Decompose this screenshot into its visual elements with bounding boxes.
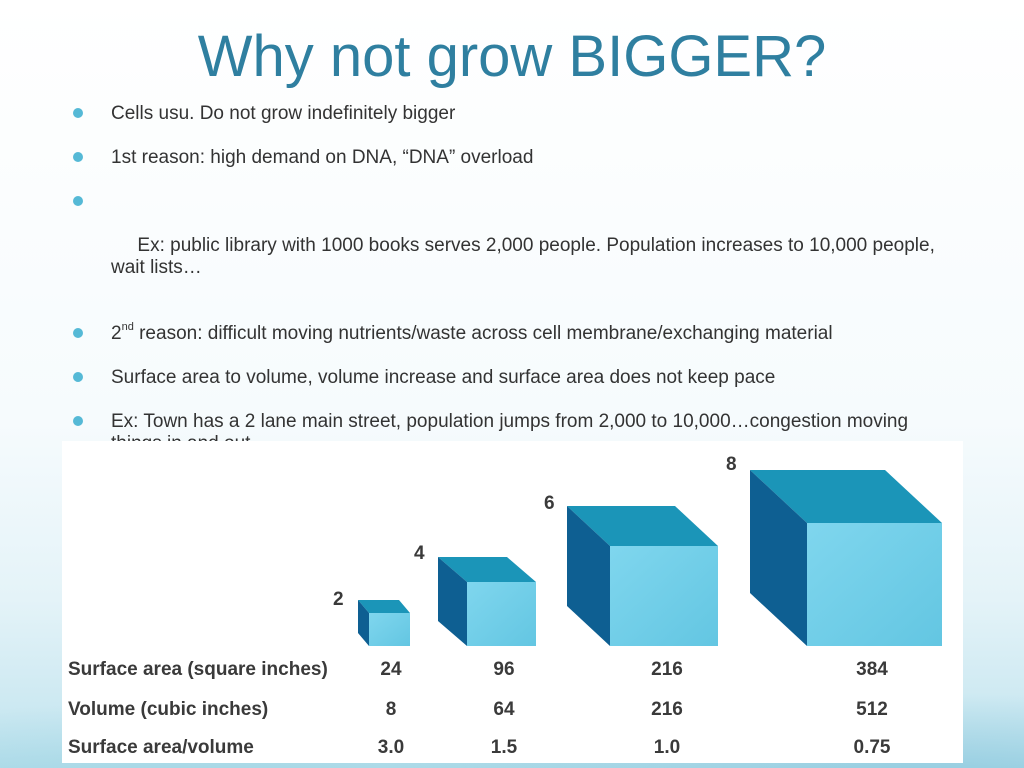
row-label-volume: Volume (cubic inches) [68, 699, 269, 720]
bullet-list: Cells usu. Do not grow indefinitely bigg… [72, 103, 952, 477]
cube-figure: 2 4 6 8 Surface area (square inches) 24 … [62, 441, 963, 763]
table-cell: 0.75 [853, 737, 891, 758]
cube-8 [750, 470, 942, 646]
cubes-illustration [358, 470, 942, 646]
table-cell: 216 [651, 699, 683, 720]
table-cell: 24 [380, 659, 402, 680]
bullet-item: 1st reason: high demand on DNA, “DNA” ov… [72, 147, 952, 169]
slide-title: Why not grow BIGGER? [197, 24, 827, 89]
cube-4 [438, 557, 536, 646]
bullet-prefix: 2 [111, 323, 122, 344]
bullet-text: Cells usu. Do not grow indefinitely bigg… [111, 103, 456, 124]
table-cell: 8 [385, 699, 397, 720]
cube-label: 4 [414, 543, 425, 564]
cube-label: 8 [726, 454, 737, 475]
row-label-ratio: Surface area/volume [68, 737, 254, 758]
cube-label: 6 [544, 493, 555, 514]
table-cell: 3.0 [377, 737, 405, 758]
table-cell: 384 [856, 659, 888, 680]
bullet-item: Cells usu. Do not grow indefinitely bigg… [72, 103, 952, 125]
bullet-text: 1st reason: high demand on DNA, “DNA” ov… [111, 147, 534, 168]
bullet-text: reason: difficult moving nutrients/waste… [133, 323, 833, 344]
bullet-dot-icon [73, 108, 83, 118]
table-cell: 64 [493, 699, 515, 720]
bullet-dot-icon [73, 372, 83, 382]
table-cell: 96 [493, 659, 515, 680]
cube-label: 2 [333, 589, 344, 610]
table-cell: 1.0 [653, 737, 681, 758]
row-label-surface-area: Surface area (square inches) [68, 659, 328, 680]
bullet-dot-icon [73, 416, 83, 426]
cube-6 [567, 506, 718, 646]
bullet-text: Surface area to volume, volume increase … [111, 367, 776, 388]
bullet-dot-icon [73, 152, 83, 162]
bullet-text: Ex: public library with 1000 books serve… [111, 235, 941, 278]
table-cell: 216 [651, 659, 683, 680]
table-cell: 512 [856, 699, 888, 720]
bullet-dot-icon [73, 196, 83, 206]
cube-2 [358, 600, 410, 646]
bullet-superscript: nd [121, 320, 134, 333]
bullet-item: 2nd reason: difficult moving nutrients/w… [72, 320, 952, 345]
table-cell: 1.5 [490, 737, 518, 758]
bullet-item: Surface area to volume, volume increase … [72, 367, 952, 389]
bullet-item: Ex: public library with 1000 books serve… [72, 191, 952, 301]
bullet-dot-icon [73, 328, 83, 338]
